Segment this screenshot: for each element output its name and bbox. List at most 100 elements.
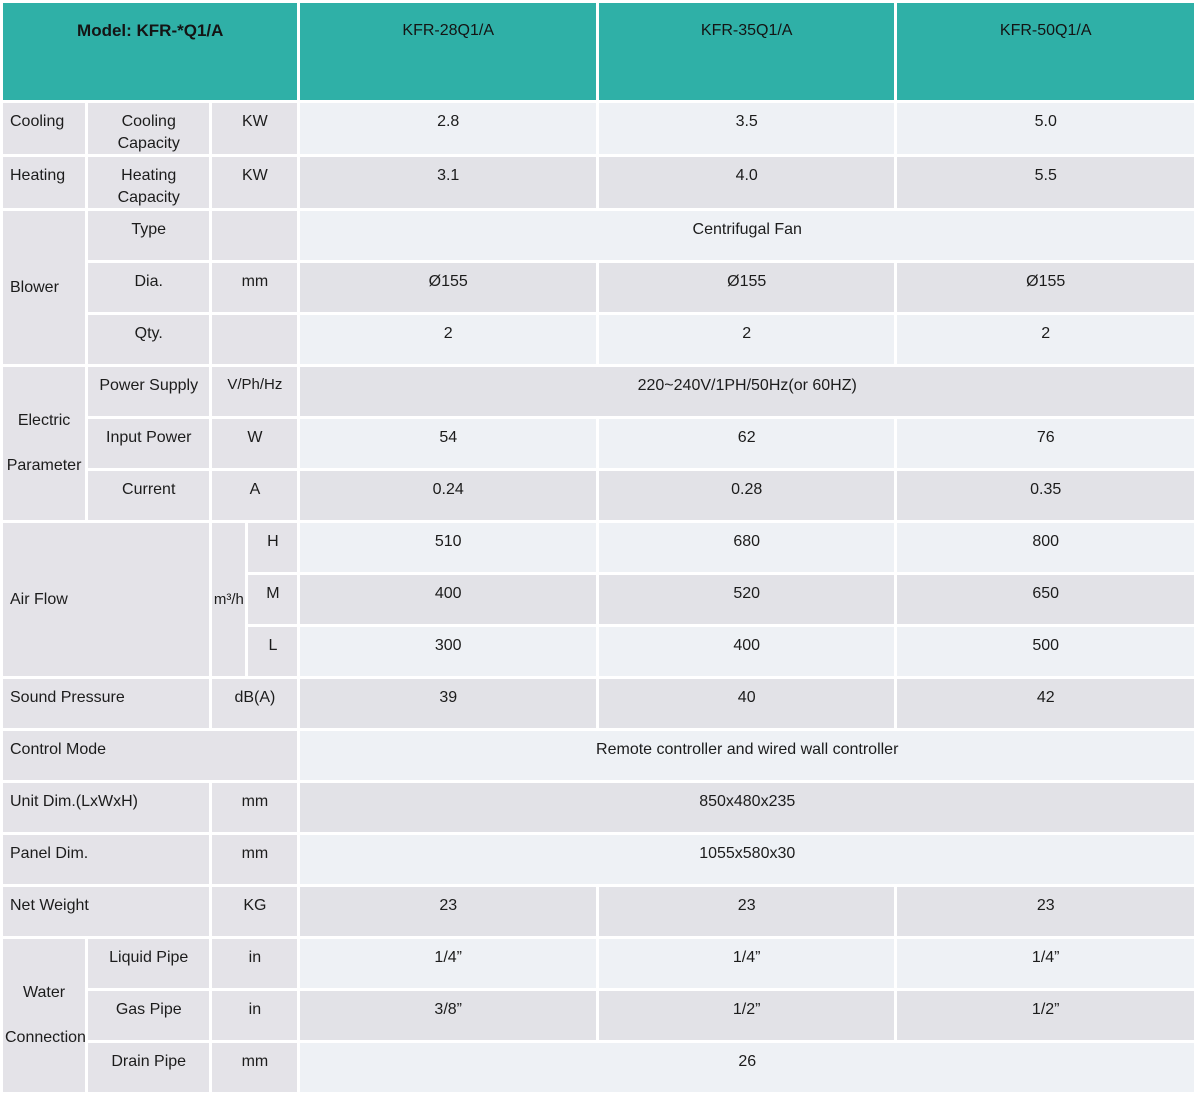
value-sound-pressure-kfr50: 42 <box>897 679 1194 729</box>
value-input-power-kfr35: 62 <box>598 419 895 469</box>
value-cooling-kfr35: 3.5 <box>598 103 895 155</box>
unit-air-flow: m³/h <box>212 523 246 677</box>
value-liquid-pipe-kfr28: 1/4” <box>300 939 596 989</box>
value-blower-type: Centrifugal Fan <box>300 211 1194 261</box>
value-air-flow-l-kfr35: 400 <box>598 627 895 677</box>
row-current: Current A 0.24 0.28 0.35 <box>3 471 1194 521</box>
value-dia-kfr28: Ø155 <box>300 263 596 313</box>
value-input-power-kfr50: 76 <box>897 419 1194 469</box>
value-current-kfr50: 0.35 <box>897 471 1194 521</box>
unit-gas-pipe: in <box>212 991 298 1041</box>
value-input-power-kfr28: 54 <box>300 419 596 469</box>
row-liquid-pipe: Water Connection Liquid Pipe in 1/4” 1/4… <box>3 939 1194 1093</box>
row-air-flow-h: Air Flow m³/h H 510 680 800 <box>3 523 1194 677</box>
unit-blower-dia: mm <box>212 263 298 313</box>
value-qty-kfr28: 2 <box>300 315 596 365</box>
group-label-air-flow: Air Flow <box>3 523 210 677</box>
label-cooling-capacity: Cooling Capacity <box>88 103 210 155</box>
label-air-flow-l: L <box>248 627 298 677</box>
label-drain-pipe: Drain Pipe <box>88 1043 210 1093</box>
label-blower-dia: Dia. <box>88 263 210 313</box>
label-unit-dim: Unit Dim.(LxWxH) <box>3 783 210 833</box>
label-input-power: Input Power <box>88 419 210 469</box>
value-heating-kfr28: 3.1 <box>300 157 596 209</box>
label-panel-dim: Panel Dim. <box>3 835 210 885</box>
value-net-weight-kfr28: 23 <box>300 887 596 937</box>
group-label-heating: Heating <box>3 157 86 209</box>
value-dia-kfr50: Ø155 <box>897 263 1194 313</box>
value-air-flow-h-kfr28: 510 <box>300 523 596 573</box>
unit-panel-dim: mm <box>212 835 298 885</box>
value-unit-dim: 850x480x235 <box>300 783 1194 833</box>
row-air-flow-l: L 300 400 500 <box>3 627 1194 677</box>
column-header-kfr-28q1a: KFR-28Q1/A <box>300 3 596 100</box>
value-air-flow-h-kfr35: 680 <box>598 523 895 573</box>
value-air-flow-h-kfr50: 800 <box>897 523 1194 573</box>
row-control-mode: Control Mode Remote controller and wired… <box>3 731 1194 781</box>
value-net-weight-kfr50: 23 <box>897 887 1194 937</box>
row-unit-dim: Unit Dim.(LxWxH) mm 850x480x235 <box>3 783 1194 833</box>
row-heating-capacity: Heating Heating Capacity KW 3.1 4.0 5.5 <box>3 157 1194 209</box>
value-air-flow-m-kfr28: 400 <box>300 575 596 625</box>
label-power-supply: Power Supply <box>88 367 210 417</box>
unit-cooling-capacity: KW <box>212 103 298 155</box>
group-label-blower: Blower <box>3 211 86 365</box>
row-panel-dim: Panel Dim. mm 1055x580x30 <box>3 835 1194 885</box>
value-cooling-kfr28: 2.8 <box>300 103 596 155</box>
value-qty-kfr50: 2 <box>897 315 1194 365</box>
value-sound-pressure-kfr28: 39 <box>300 679 596 729</box>
unit-blower-type <box>212 211 298 261</box>
value-heating-kfr50: 5.5 <box>897 157 1194 209</box>
row-blower-dia: Dia. mm Ø155 Ø155 Ø155 <box>3 263 1194 313</box>
unit-net-weight: KG <box>212 887 298 937</box>
label-blower-qty: Qty. <box>88 315 210 365</box>
value-liquid-pipe-kfr50: 1/4” <box>897 939 1194 989</box>
row-cooling-capacity: Cooling Cooling Capacity KW 2.8 3.5 5.0 <box>3 103 1194 155</box>
row-gas-pipe: Gas Pipe in 3/8” 1/2” 1/2” <box>3 991 1194 1041</box>
label-net-weight: Net Weight <box>3 887 210 937</box>
unit-sound-pressure: dB(A) <box>212 679 298 729</box>
label-blower-type: Type <box>88 211 210 261</box>
label-gas-pipe: Gas Pipe <box>88 991 210 1041</box>
group-label-electric-parameter: Electric Parameter <box>3 367 86 521</box>
row-net-weight: Net Weight KG 23 23 23 <box>3 887 1194 937</box>
label-control-mode: Control Mode <box>3 731 298 781</box>
header-row: Model: KFR-*Q1/A KFR-28Q1/A KFR-35Q1/A K… <box>3 3 1194 100</box>
column-header-kfr-35q1a: KFR-35Q1/A <box>598 3 895 100</box>
value-gas-pipe-kfr28: 3/8” <box>300 991 596 1041</box>
value-cooling-kfr50: 5.0 <box>897 103 1194 155</box>
row-power-supply: Electric Parameter Power Supply V/Ph/Hz … <box>3 367 1194 521</box>
label-heating-capacity: Heating Capacity <box>88 157 210 209</box>
value-air-flow-m-kfr35: 520 <box>598 575 895 625</box>
value-drain-pipe: 26 <box>300 1043 1194 1093</box>
value-air-flow-l-kfr28: 300 <box>300 627 596 677</box>
value-air-flow-m-kfr50: 650 <box>897 575 1194 625</box>
model-header-cell: Model: KFR-*Q1/A <box>3 3 298 100</box>
unit-heating-capacity: KW <box>212 157 298 209</box>
group-label-water-connection: Water Connection <box>3 939 86 1093</box>
label-air-flow-h: H <box>248 523 298 573</box>
value-gas-pipe-kfr50: 1/2” <box>897 991 1194 1041</box>
value-control-mode: Remote controller and wired wall control… <box>300 731 1194 781</box>
unit-blower-qty <box>212 315 298 365</box>
value-net-weight-kfr35: 23 <box>598 887 895 937</box>
value-gas-pipe-kfr35: 1/2” <box>598 991 895 1041</box>
row-sound-pressure: Sound Pressure dB(A) 39 40 42 <box>3 679 1194 729</box>
label-sound-pressure: Sound Pressure <box>3 679 210 729</box>
row-input-power: Input Power W 54 62 76 <box>3 419 1194 469</box>
unit-power-supply: V/Ph/Hz <box>212 367 298 417</box>
value-dia-kfr35: Ø155 <box>598 263 895 313</box>
value-liquid-pipe-kfr35: 1/4” <box>598 939 895 989</box>
value-panel-dim: 1055x580x30 <box>300 835 1194 885</box>
value-current-kfr28: 0.24 <box>300 471 596 521</box>
label-liquid-pipe: Liquid Pipe <box>88 939 210 989</box>
row-drain-pipe: Drain Pipe mm 26 <box>3 1043 1194 1093</box>
unit-drain-pipe: mm <box>212 1043 298 1093</box>
label-air-flow-m: M <box>248 575 298 625</box>
value-qty-kfr35: 2 <box>598 315 895 365</box>
row-blower-qty: Qty. 2 2 2 <box>3 315 1194 365</box>
value-heating-kfr35: 4.0 <box>598 157 895 209</box>
value-current-kfr35: 0.28 <box>598 471 895 521</box>
column-header-kfr-50q1a: KFR-50Q1/A <box>897 3 1194 100</box>
